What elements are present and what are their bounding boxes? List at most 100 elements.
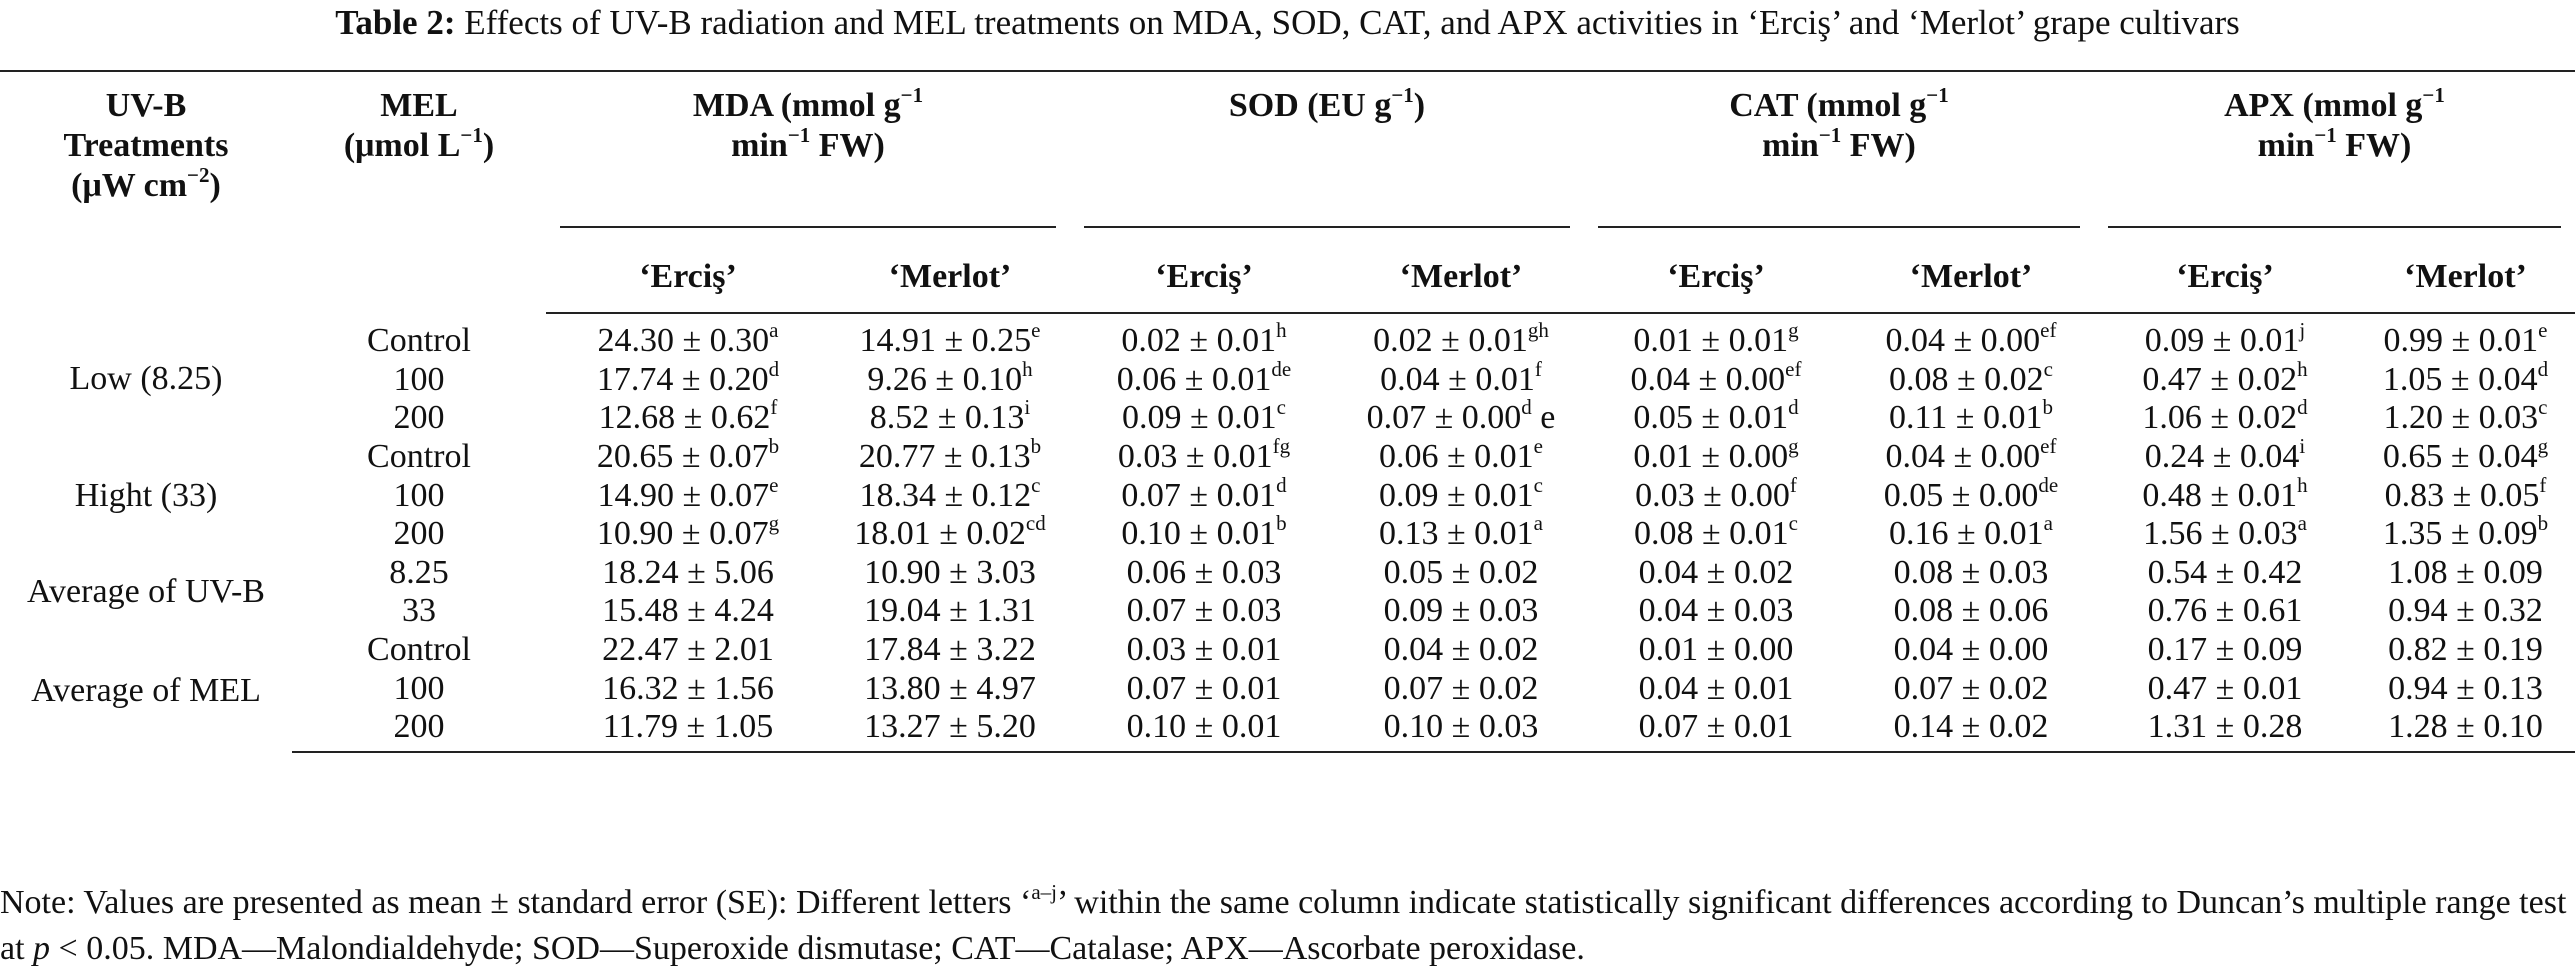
significance-letter: b	[1276, 511, 1287, 536]
value-cell: 0.04 ± 0.00ef	[1630, 356, 1802, 398]
value-cell: 15.48 ± 4.24	[602, 592, 774, 630]
value-cell: 0.24 ± 0.04i	[2144, 434, 2306, 476]
value-cell: 0.82 ± 0.19	[2388, 631, 2543, 669]
significance-letter: ef	[2040, 318, 2057, 343]
value-cell: 0.13 ± 0.01a	[1379, 511, 1543, 553]
significance-letter: c	[1031, 472, 1041, 497]
value-cell: 0.65 ± 0.04g	[2382, 434, 2549, 476]
mel-cell: 200	[393, 515, 445, 553]
header-cat-merlot: ‘Merlot’	[1848, 242, 2094, 314]
table-row: Hight (33) Control 20.65 ± 0.07b 20.77 ± 0.…	[0, 434, 2575, 514]
mel-cell: 200	[292, 707, 546, 753]
value-cell: 0.11 ± 0.01b	[1889, 395, 2053, 437]
significance-letter: b	[1030, 434, 1042, 459]
significance-letter: d	[1788, 395, 1799, 420]
value-cell: 0.04 ± 0.00	[1893, 631, 2049, 669]
significance-letter: d	[2297, 395, 2308, 420]
group-label: Hight (33)	[74, 476, 218, 514]
significance-letter: a	[1533, 511, 1543, 536]
table-row: 200 10.90 ± 0.07g 18.01 ± 0.02cd 0.10 ± 0.0…	[0, 511, 2575, 554]
value-cell: 0.09 ± 0.01j	[2144, 318, 2306, 360]
header-apx: APX (mmol g−1 min−1 FW)	[2094, 72, 2575, 242]
significance-letter: h	[1276, 318, 1287, 343]
significance-letter: e	[1031, 318, 1041, 343]
header-sod: SOD (EU g−1)	[1070, 72, 1584, 242]
value-cell: 1.20 ± 0.03c	[2383, 395, 2548, 437]
table-row: Average of UV-B 8.25 18.24 ± 5.06 10.90 ± 3…	[0, 553, 2575, 610]
header-row-2: ‘Erciş’ ‘Merlot’ ‘Erciş’ ‘Merlot’ ‘Erciş…	[0, 242, 2575, 314]
mel-cell: Control	[367, 438, 471, 476]
table-row: 100 17.74 ± 0.20d 9.26 ± 0.10h 0.06 ± 0.01d…	[0, 356, 2575, 400]
significance-letter: de	[1271, 356, 1292, 381]
significance-letter: h	[2297, 472, 2308, 497]
value-cell: 1.06 ± 0.02d	[2142, 395, 2308, 437]
significance-letter: c	[1788, 511, 1798, 536]
value-cell: 1.08 ± 0.09	[2388, 553, 2543, 591]
table-caption: Table 2: Effects of UV-B radiation and M…	[0, 2, 2575, 44]
mel-cell: 100	[393, 476, 445, 514]
value-cell: 0.02 ± 0.01h	[1121, 318, 1287, 360]
value-cell: 13.27 ± 5.20	[830, 707, 1070, 753]
caption-text: Effects of UV-B radiation and MEL treatm…	[455, 3, 2240, 42]
value-cell: 0.14 ± 0.02	[1848, 707, 2094, 753]
value-cell: 0.07 ± 0.02	[1893, 669, 2049, 707]
significance-letter: f	[1534, 356, 1542, 381]
value-cell: 0.76 ± 0.61	[2147, 592, 2303, 630]
table-row: 33 15.48 ± 4.24 19.04 ± 1.31 0.07 ± 0.03 0.0…	[0, 592, 2575, 631]
significance-letter: c	[1533, 472, 1543, 497]
value-cell: 0.10 ± 0.01b	[1121, 511, 1287, 553]
value-cell: 12.68 ± 0.62f	[598, 395, 778, 437]
value-cell: 11.79 ± 1.05	[546, 707, 830, 753]
table-row: Low (8.25) Control 24.30 ± 0.30a 14.91 ± 0.…	[0, 313, 2575, 398]
header-uvb: UV-B Treatments (μW cm−2)	[63, 87, 229, 204]
value-cell: 0.07 ± 0.03	[1126, 592, 1282, 630]
significance-letter: d	[1276, 472, 1287, 497]
table-body: Low (8.25) Control 24.30 ± 0.30a 14.91 ± 0.…	[0, 313, 2575, 753]
significance-letter: d	[768, 356, 780, 381]
significance-letter: a	[2043, 511, 2053, 536]
table-row: Average of MEL Control 22.47 ± 2.01 17.84 ±…	[0, 631, 2575, 709]
value-cell: 0.09 ± 0.03	[1383, 592, 1539, 630]
significance-letter: f	[1789, 472, 1797, 497]
value-cell: 10.90 ± 3.03	[864, 553, 1036, 591]
value-cell: 0.06 ± 0.01de	[1116, 356, 1292, 398]
mel-cell: 100	[393, 360, 445, 398]
group-label: Average of MEL	[31, 672, 261, 710]
value-cell: 0.03 ± 0.00f	[1635, 472, 1797, 514]
value-cell: 22.47 ± 2.01	[602, 631, 774, 669]
value-cell: 0.94 ± 0.13	[2388, 669, 2543, 707]
value-cell: 20.65 ± 0.07b	[596, 434, 780, 476]
mel-cell: Control	[367, 321, 471, 359]
value-cell: 0.01 ± 0.00	[1638, 631, 1794, 669]
value-cell: 0.83 ± 0.05f	[2384, 472, 2547, 514]
significance-letter: g	[2537, 434, 2549, 459]
value-cell: 18.01 ± 0.02cd	[854, 511, 1046, 553]
value-cell: 14.90 ± 0.07e	[597, 472, 779, 514]
header-mel: MEL (μmol L−1)	[343, 87, 495, 164]
value-cell: 0.99 ± 0.01e	[2383, 318, 2548, 360]
table-row: 200 12.68 ± 0.62f 8.52 ± 0.13i 0.09 ± 0.01c…	[0, 395, 2575, 438]
value-cell: 0.09 ± 0.01c	[1379, 472, 1543, 514]
header-apx-merlot: ‘Merlot’	[2356, 242, 2575, 314]
value-cell: 20.77 ± 0.13b	[858, 434, 1042, 476]
value-cell: 0.07 ± 0.01	[1126, 669, 1282, 707]
significance-letter: c	[2043, 356, 2053, 381]
header-row-1: UV-B Treatments (μW cm−2) MEL (μmol L−1)…	[0, 72, 2575, 242]
significance-letter: i	[2299, 434, 2306, 459]
value-cell: 17.84 ± 3.22	[864, 631, 1036, 669]
value-cell: 17.74 ± 0.20d	[596, 356, 780, 398]
header-apx-ercis: ‘Erciş’	[2094, 242, 2356, 314]
significance-letter: a	[2297, 511, 2307, 536]
header-sod-merlot: ‘Merlot’	[1338, 242, 1584, 314]
value-cell: 0.08 ± 0.06	[1893, 592, 2049, 630]
value-cell: 0.54 ± 0.42	[2147, 553, 2303, 591]
table-note: Note: Values are presented as mean ± sta…	[0, 880, 2567, 968]
value-cell: 0.08 ± 0.02c	[1889, 356, 2053, 398]
value-cell: 1.05 ± 0.04d	[2382, 356, 2549, 398]
value-cell: 0.08 ± 0.01c	[1634, 511, 1798, 553]
value-cell: 0.04 ± 0.01f	[1380, 356, 1542, 398]
significance-letter: de	[2038, 472, 2059, 497]
value-cell: 0.17 ± 0.09	[2147, 631, 2303, 669]
significance-letter: e	[2538, 318, 2548, 343]
